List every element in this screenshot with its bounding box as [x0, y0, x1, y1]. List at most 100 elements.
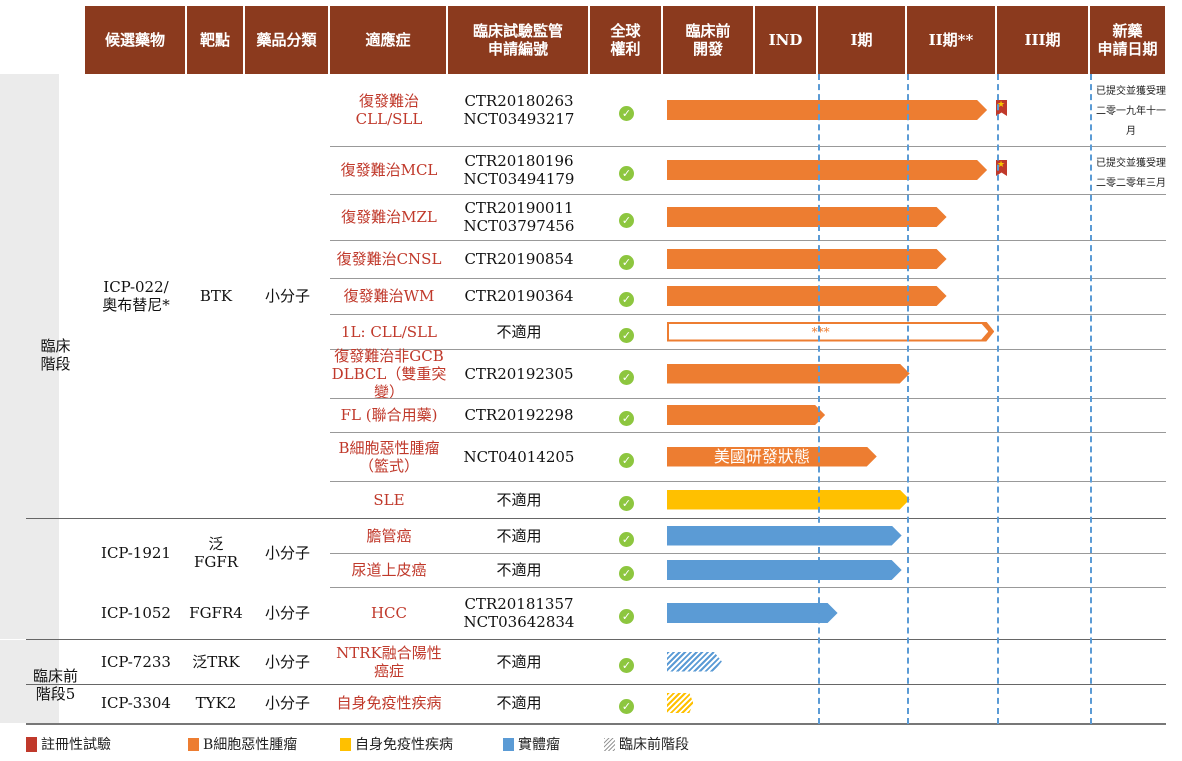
- trial-id: 不適用: [496, 694, 542, 712]
- indication: 復發難治非GCB DLBCL（雙重突變）: [331, 346, 447, 401]
- header-3: 適應症: [330, 6, 448, 74]
- check-icon: ✓: [619, 327, 634, 343]
- indication: 復發難治CNSL: [336, 250, 442, 268]
- check-icon: ✓: [619, 452, 634, 468]
- indication: 復發難治CLL/SLL: [355, 92, 423, 128]
- indication: 1L: CLL/SLL: [341, 322, 437, 341]
- row-divider: [330, 587, 1166, 588]
- row-divider: [330, 278, 1166, 279]
- legend-item: B細胞惡性腫瘤: [188, 734, 297, 754]
- progress-bar: [667, 249, 947, 269]
- header-11: 新藥 申請日期: [1090, 6, 1167, 74]
- color-swatch-icon: [340, 737, 351, 751]
- drug-category: 小分子: [264, 543, 310, 562]
- row-divider: [330, 146, 1166, 147]
- bar-label: 美國研發狀態: [713, 446, 810, 466]
- header-9: II期**: [907, 6, 997, 74]
- progress-bar: [667, 405, 825, 425]
- color-swatch-icon: [503, 737, 514, 751]
- progress-bar: [667, 693, 694, 713]
- trial-id: 不適用: [496, 561, 542, 579]
- nda-date: 已提交並獲受理 二零二零年三月: [1096, 158, 1166, 189]
- check-icon: ✓: [619, 106, 634, 121]
- row-divider: [330, 481, 1166, 482]
- phase-divider: [997, 74, 999, 724]
- trial-id: 不適用: [496, 526, 542, 545]
- check-icon: ✓: [619, 369, 634, 385]
- check-icon: ✓: [619, 609, 634, 624]
- progress-bar: [667, 207, 947, 227]
- indication: SLE: [373, 490, 405, 509]
- check-icon: ✓: [619, 566, 634, 581]
- progress-bar: [667, 364, 910, 384]
- progress-bar: [667, 286, 947, 306]
- progress-bar: [667, 603, 838, 623]
- progress-bar: [667, 490, 910, 510]
- stage-label-clinical: 臨床 階段: [40, 337, 71, 373]
- row-divider: [330, 314, 1166, 315]
- drug-target: 泛TRK: [192, 652, 240, 671]
- trial-id: CTR20192298: [464, 406, 574, 424]
- drug-category: 小分子: [264, 694, 310, 712]
- phase-divider: [818, 74, 820, 724]
- check-icon: ✓: [619, 255, 634, 270]
- color-swatch-icon: [188, 737, 199, 751]
- table-bottom: [26, 723, 1166, 725]
- check-icon: ✓: [619, 166, 634, 181]
- progress-bar: [667, 100, 987, 120]
- indication: B細胞惡性腫瘤 （籃式）: [338, 438, 440, 475]
- indication: 復發難治MCL: [340, 161, 438, 179]
- row-divider: [26, 684, 1166, 685]
- legend-item: 自身免疫性疾病: [340, 734, 453, 754]
- drug-category: 小分子: [264, 604, 310, 622]
- drug-target: TYK2: [195, 694, 237, 712]
- header-4: 臨床試驗監管 申請編號: [448, 6, 590, 74]
- hatch-swatch-icon: [604, 737, 615, 751]
- trial-id: CTR20190854: [464, 250, 574, 268]
- legend-label: B細胞惡性腫瘤: [203, 737, 298, 753]
- header-5: 全球 權利: [590, 6, 663, 74]
- legend-item: 實體瘤: [503, 734, 560, 754]
- stage-preclinical-bg: [0, 640, 59, 723]
- trial-id: 不適用: [496, 322, 542, 341]
- check-icon: ✓: [619, 292, 634, 307]
- header-10: III期: [997, 6, 1090, 74]
- indication: HCC: [370, 604, 408, 622]
- progress-bar: [667, 447, 877, 467]
- legend-label: 臨床前階段: [619, 737, 689, 753]
- legend-item: 註冊性試驗: [26, 734, 111, 754]
- drug-name: ICP-1052: [101, 604, 171, 622]
- row-divider: [330, 194, 1166, 195]
- trial-id: CTR20181357 NCT03642834: [463, 595, 575, 631]
- progress-bar: [667, 160, 987, 180]
- trial-id: CTR20180263 NCT03493217: [463, 92, 575, 128]
- check-icon: ✓: [619, 657, 634, 673]
- stage-clinical-bg: [0, 74, 59, 639]
- header-0: 候選藥物: [85, 6, 187, 74]
- indication: 復發難治MZL: [341, 208, 437, 226]
- check-icon: ✓: [619, 213, 634, 228]
- row-divider: [330, 398, 1166, 399]
- progress-bar: [667, 651, 722, 672]
- check-icon: ✓: [619, 699, 634, 714]
- registrational-flag-icon: [996, 160, 1007, 176]
- drug-name: ICP-3304: [101, 694, 171, 712]
- drug-category: 小分子: [264, 287, 310, 305]
- check-icon: ✓: [619, 411, 634, 426]
- header-8: I期: [818, 6, 907, 74]
- phase-divider: [907, 74, 909, 724]
- drug-target: FGFR4: [189, 604, 243, 622]
- legend-label: 註冊性試驗: [41, 737, 111, 753]
- drug-target: 泛FGFR: [193, 534, 239, 571]
- legend-item: 臨床前階段: [604, 734, 689, 754]
- row-divider: [330, 349, 1166, 350]
- legend-label: 自身免疫性疾病: [355, 737, 453, 753]
- stage-label-preclinical: 臨床前 階段5: [32, 667, 78, 703]
- indication: 復發難治WM: [343, 287, 435, 305]
- drug-name: ICP-022/奧布替尼*: [102, 278, 170, 314]
- phase-divider: [1090, 74, 1092, 724]
- progress-bar: [667, 560, 902, 580]
- indication: 自身免疫性疾病: [336, 694, 442, 712]
- trial-id: 不適用: [496, 652, 542, 671]
